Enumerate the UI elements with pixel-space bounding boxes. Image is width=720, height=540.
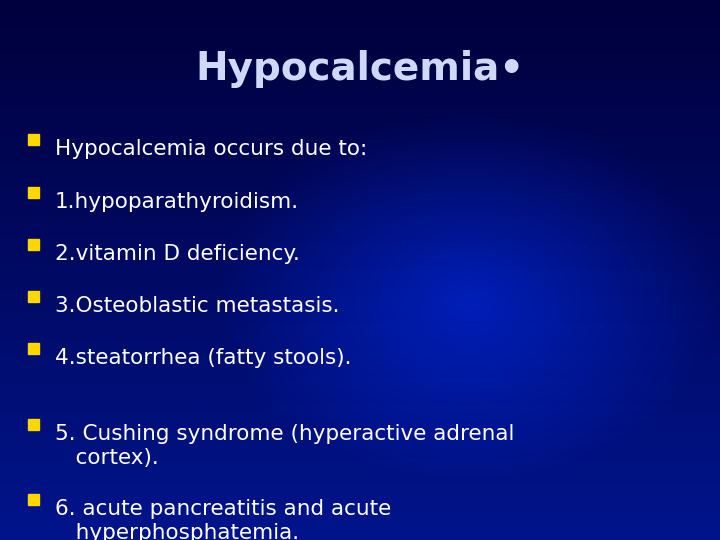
Bar xyxy=(28,494,39,505)
Bar xyxy=(28,343,39,354)
Text: Hypocalcemia occurs due to:: Hypocalcemia occurs due to: xyxy=(55,139,367,159)
Bar xyxy=(28,419,39,430)
Text: 3.Osteoblastic metastasis.: 3.Osteoblastic metastasis. xyxy=(55,296,340,316)
Bar xyxy=(28,134,39,145)
Text: 5. Cushing syndrome (hyperactive adrenal
   cortex).: 5. Cushing syndrome (hyperactive adrenal… xyxy=(55,424,514,468)
Text: 2.vitamin D deficiency.: 2.vitamin D deficiency. xyxy=(55,244,300,264)
Text: 1.hypoparathyroidism.: 1.hypoparathyroidism. xyxy=(55,192,299,212)
Text: Hypocalcemia•: Hypocalcemia• xyxy=(195,50,525,88)
Text: 6. acute pancreatitis and acute
   hyperphosphatemia.: 6. acute pancreatitis and acute hyperpho… xyxy=(55,499,391,540)
Bar xyxy=(28,291,39,302)
Bar xyxy=(28,239,39,250)
Text: 4.steatorrhea (fatty stools).: 4.steatorrhea (fatty stools). xyxy=(55,348,351,368)
Bar xyxy=(28,187,39,198)
